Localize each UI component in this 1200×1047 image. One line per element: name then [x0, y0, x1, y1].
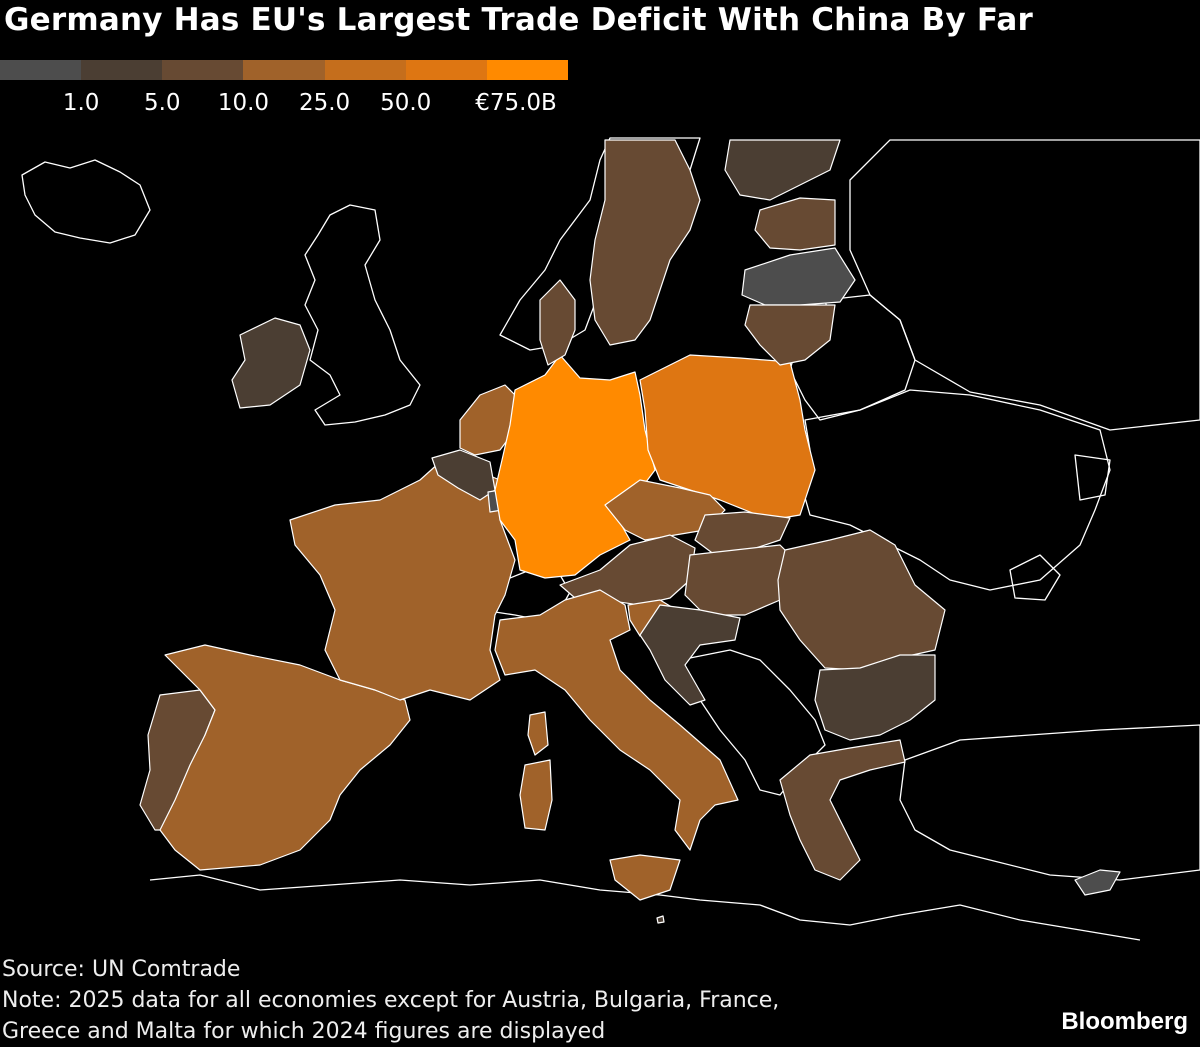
country-malta [656, 915, 665, 924]
country-cyprus [1074, 869, 1121, 896]
country-italy-sardinia [519, 759, 553, 831]
ukraine-outline [799, 389, 1111, 591]
legend-swatch [162, 60, 244, 80]
legend-label: 50.0 [380, 90, 432, 116]
donbas-hatch [1074, 454, 1111, 501]
legend-swatch [324, 60, 406, 80]
country-slovakia [694, 511, 791, 556]
country-spain [159, 644, 411, 871]
legend-swatch [0, 60, 82, 80]
russia-outline [849, 139, 1200, 431]
country-finland [724, 139, 841, 201]
source-note: Source: UN Comtrade [2, 957, 241, 982]
country-lithuania [744, 304, 836, 366]
chart-footer: Source: UN Comtrade Note: 2025 data for … [2, 954, 779, 1047]
country-latvia [741, 247, 856, 306]
legend-color-bar [0, 60, 568, 80]
legend-swatch [243, 60, 325, 80]
legend-label: 5.0 [143, 90, 181, 116]
country-romania [777, 529, 946, 671]
europe-map [21, 137, 1200, 941]
legend-label: 25.0 [298, 90, 351, 116]
crimea-hatch [1009, 554, 1061, 601]
country-italy-sicily [609, 854, 681, 901]
legend-swatch [486, 60, 568, 80]
country-ireland [231, 317, 311, 409]
country-estonia [754, 197, 836, 251]
non-eu-outlines [21, 137, 1200, 941]
great-britain-outline [304, 204, 421, 426]
legend-label: 10.0 [217, 90, 270, 116]
data-note-line-1: Note: 2025 data for all economies except… [2, 988, 780, 1013]
north-africa-outline [149, 874, 1141, 941]
country-greece [779, 739, 906, 881]
iceland-outline [21, 159, 151, 244]
legend-swatch [405, 60, 487, 80]
chart-title: Germany Has EU's Largest Trade Deficit W… [4, 2, 1034, 38]
country-sweden [589, 139, 701, 346]
country-france [289, 461, 516, 701]
color-legend: 1.0 5.0 10.0 25.0 50.0 €75.0B [0, 60, 568, 120]
legend-label: 1.0 [62, 90, 100, 116]
country-france-corsica [527, 711, 549, 756]
turkey-outline [899, 724, 1200, 881]
country-bulgaria [814, 654, 936, 741]
legend-label: €75.0B [475, 90, 557, 116]
country-italy [494, 589, 739, 851]
country-belgium [431, 449, 496, 501]
data-note-line-2: Greece and Malta for which 2024 figures … [2, 1019, 606, 1044]
legend-swatch [81, 60, 163, 80]
bloomberg-logo: Bloomberg [1061, 1008, 1188, 1035]
country-croatia [639, 604, 741, 706]
country-denmark [539, 279, 576, 366]
legend-labels: 1.0 5.0 10.0 25.0 50.0 €75.0B [0, 80, 568, 120]
